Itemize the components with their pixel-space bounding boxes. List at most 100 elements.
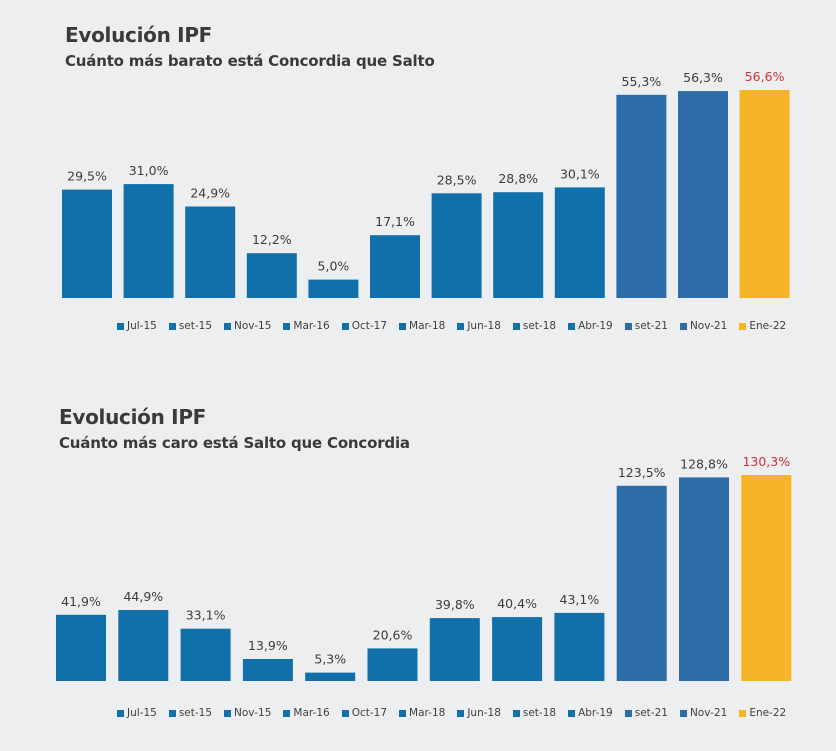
data-label: 40,4% <box>497 596 537 611</box>
data-label: 12,2% <box>252 232 292 247</box>
legend-label: Jul-15 <box>127 707 157 719</box>
data-label: 20,6% <box>373 627 413 642</box>
bar-jun-18 <box>429 618 480 681</box>
data-label: 29,5% <box>67 169 107 184</box>
legend-swatch <box>457 322 465 330</box>
legend-item: Nov-21 <box>679 320 727 332</box>
bar-oct-17 <box>308 279 359 298</box>
legend-item: Ene-22 <box>739 707 786 719</box>
data-label: 13,9% <box>248 638 288 653</box>
legend-label: Nov-15 <box>234 707 272 719</box>
legend-item: Mar-18 <box>399 707 445 719</box>
legend-swatch <box>739 709 747 717</box>
legend-swatch <box>739 322 747 330</box>
legend-swatch <box>399 709 407 717</box>
data-label: 31,0% <box>129 163 169 178</box>
legend: Jul-15 set-15 Nov-15 Mar-16 Oct-17 Mar-18 Jun-… <box>117 707 798 719</box>
bar-set-18 <box>492 617 543 681</box>
legend-swatch <box>399 322 407 330</box>
data-label: 24,9% <box>190 186 230 201</box>
legend-label: Ene-22 <box>749 320 787 332</box>
legend-label: Mar-16 <box>293 320 330 332</box>
legend-label: set-18 <box>522 320 557 332</box>
data-label: 30,1% <box>560 166 600 181</box>
legend-label: Jun-18 <box>467 707 501 719</box>
legend-label: Mar-18 <box>409 320 446 332</box>
legend-item: Abr-19 <box>568 320 613 332</box>
legend-label: set-15 <box>178 707 213 719</box>
legend-label: Nov-21 <box>689 707 728 719</box>
bar-jun-18 <box>431 193 482 298</box>
chart-title: Evolución IPF <box>65 23 213 47</box>
data-label: 41,9% <box>61 594 101 609</box>
legend-swatch <box>283 322 291 330</box>
bar-jul-15 <box>62 189 112 298</box>
bar-set-21 <box>616 94 667 298</box>
legend-item: Mar-18 <box>399 320 445 332</box>
data-label: 5,3% <box>314 652 346 667</box>
bar-set-21 <box>616 485 667 681</box>
legend-item: Ene-22 <box>739 320 786 332</box>
legend-swatch <box>341 709 349 717</box>
data-label: 128,8% <box>680 456 728 471</box>
legend-label: Nov-15 <box>234 320 272 332</box>
bar-jul-15 <box>56 614 106 681</box>
bar-ene-22 <box>741 475 792 681</box>
legend-label: Jul-15 <box>127 320 157 332</box>
legend-item: set-21 <box>624 707 668 719</box>
legend-label: Jun-18 <box>467 320 501 332</box>
legend-swatch <box>117 709 124 717</box>
chart-title: Evolución IPF <box>59 405 207 429</box>
bar-mar-18 <box>370 235 420 298</box>
legend: Jul-15 set-15 Nov-15 Mar-16 Oct-17 Mar-18 Jun-… <box>117 320 798 332</box>
bar-set-15 <box>123 184 174 298</box>
data-label: 130,3% <box>742 454 790 469</box>
data-label: 44,9% <box>123 589 163 604</box>
legend-label: Abr-19 <box>578 707 613 719</box>
legend-swatch <box>341 322 349 330</box>
data-label: 56,6% <box>745 69 785 84</box>
legend-label: Oct-17 <box>351 707 388 719</box>
data-label: 28,8% <box>498 171 538 186</box>
bar-nov-21 <box>679 477 729 681</box>
data-label: 33,1% <box>186 608 226 623</box>
legend-swatch <box>168 709 176 717</box>
chart-caro: Evolución IPF Cuánto más caro está Salto… <box>0 385 836 751</box>
legend-label: set-21 <box>634 320 668 332</box>
legend-swatch <box>512 709 520 717</box>
bar-nov-21 <box>678 91 728 298</box>
legend-label: Ene-22 <box>749 707 787 719</box>
legend-label: Mar-16 <box>293 707 330 719</box>
legend-swatch <box>679 709 687 717</box>
legend-swatch <box>283 709 291 717</box>
legend-item: Mar-16 <box>283 707 330 719</box>
legend-item: set-15 <box>168 320 213 332</box>
legend-item: set-15 <box>168 707 213 719</box>
chart-barato: Evolución IPF Cuánto más barato está Con… <box>0 0 836 375</box>
data-label: 28,5% <box>437 172 477 187</box>
legend-swatch <box>117 322 124 330</box>
legend-swatch <box>224 322 232 330</box>
legend-swatch <box>624 322 632 330</box>
bar-mar-18 <box>367 648 418 681</box>
legend-item: Jun-18 <box>457 707 501 719</box>
legend-label: set-15 <box>178 320 213 332</box>
legend-swatch <box>457 709 465 717</box>
bar-nov-15 <box>185 206 236 298</box>
legend-label: Mar-18 <box>409 707 446 719</box>
legend-label: Oct-17 <box>351 320 388 332</box>
legend-item: Jul-15 <box>117 320 157 332</box>
bar-oct-17 <box>305 672 356 681</box>
legend-swatch <box>224 709 232 717</box>
legend-item: Abr-19 <box>568 707 613 719</box>
data-label: 17,1% <box>375 214 415 229</box>
bar-ene-22 <box>739 90 790 298</box>
legend-item: Mar-16 <box>283 320 330 332</box>
data-label: 123,5% <box>618 465 666 480</box>
bar-abr-19 <box>554 612 605 681</box>
data-label: 55,3% <box>622 74 662 89</box>
legend-item: set-18 <box>512 707 556 719</box>
bar-set-18 <box>493 192 544 298</box>
legend-swatch <box>168 322 176 330</box>
legend-item: Nov-21 <box>679 707 728 719</box>
